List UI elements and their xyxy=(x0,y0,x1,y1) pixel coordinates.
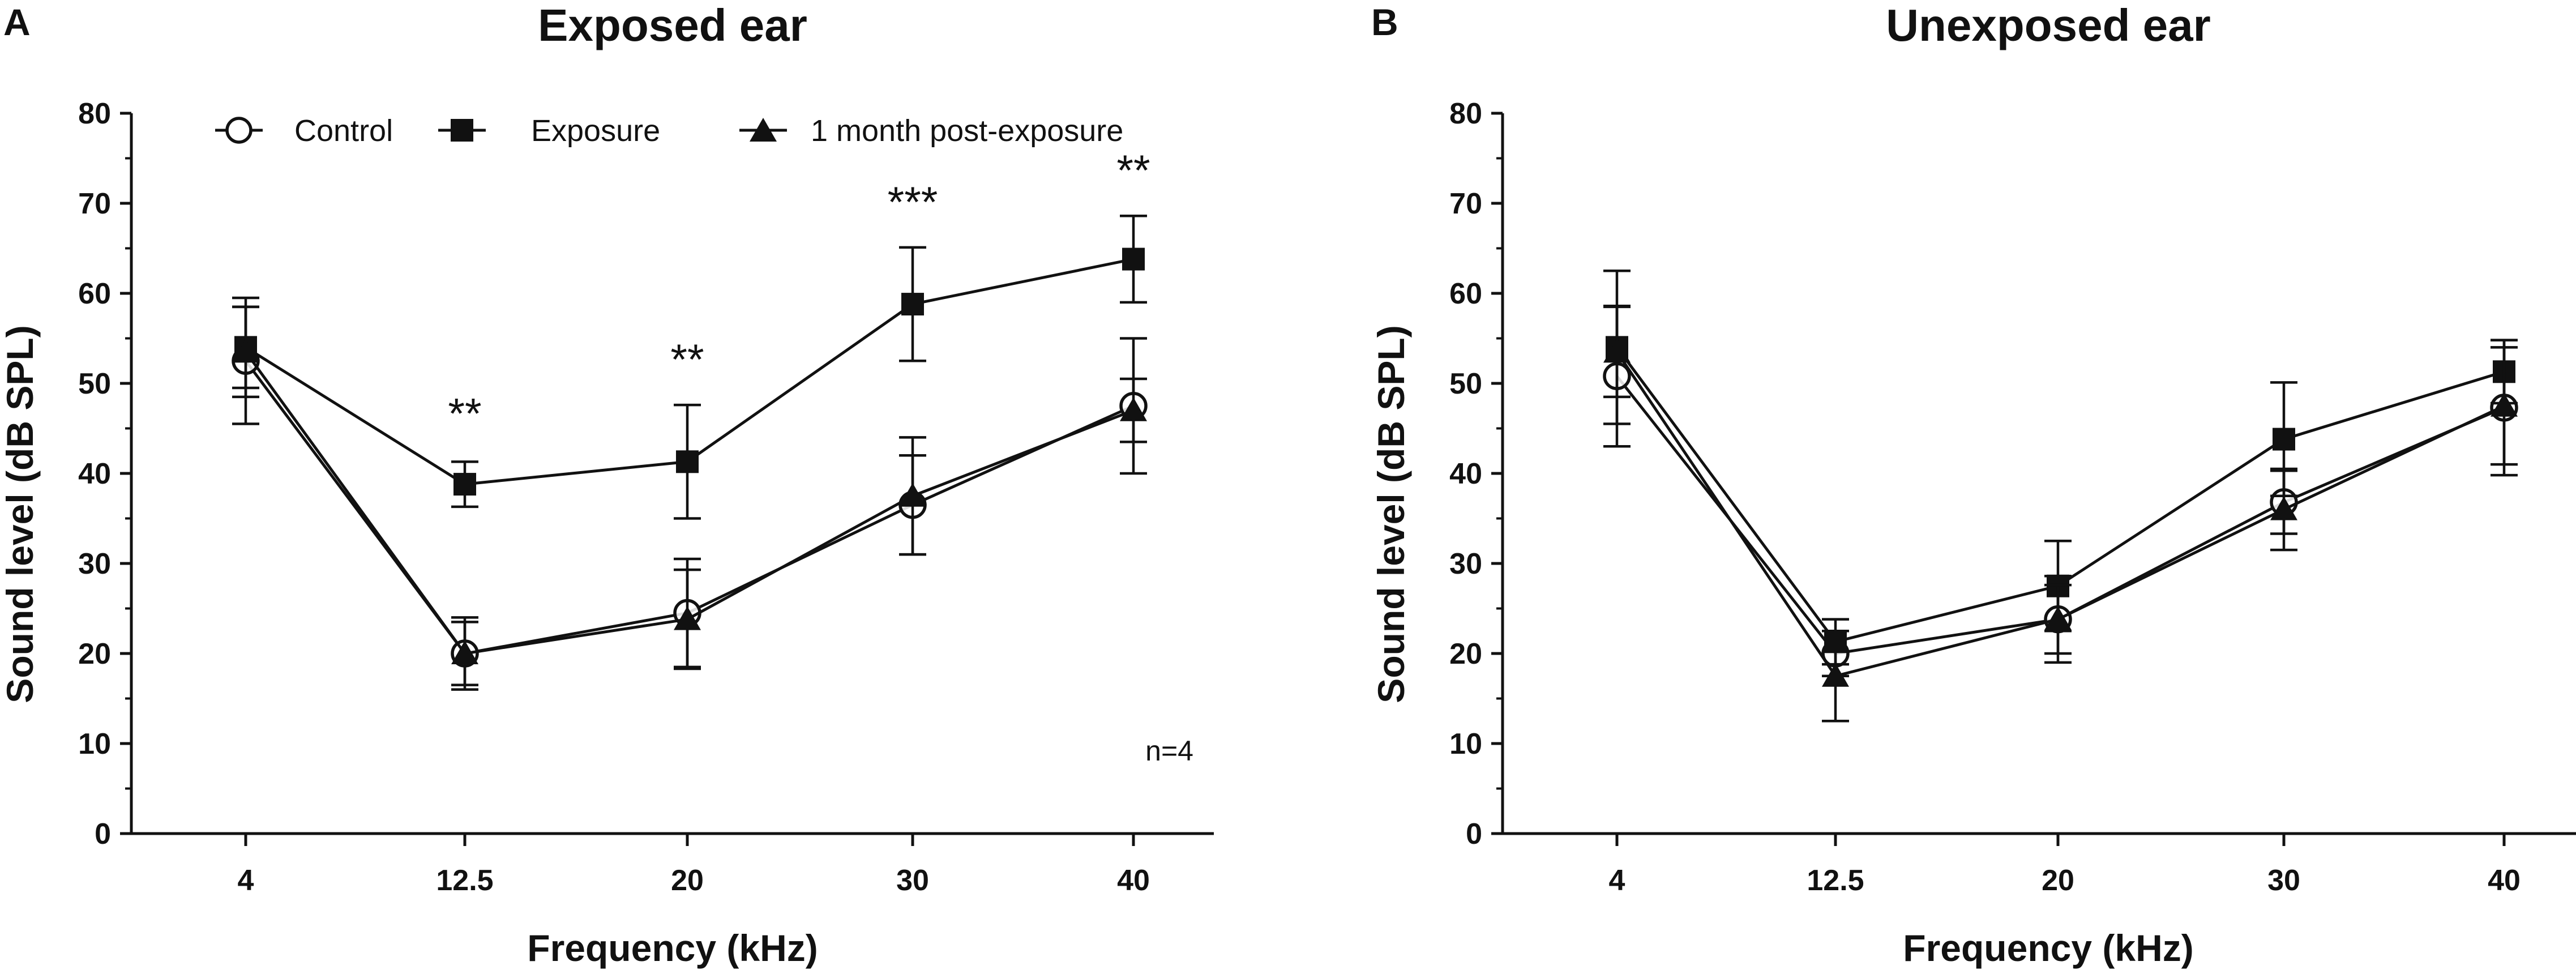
chart-title: Exposed ear xyxy=(538,0,807,50)
data-point-triangle xyxy=(1603,339,1631,363)
data-point-triangle xyxy=(232,339,259,363)
legend-marker-square xyxy=(451,119,473,142)
y-tick-label: 60 xyxy=(1449,277,1482,310)
x-tick-label: 20 xyxy=(671,864,704,897)
x-axis-title: Frequency (kHz) xyxy=(1903,927,2193,969)
panel-a: A Exposed ear Frequency (kHz) Sound leve… xyxy=(0,0,1214,969)
legend-marker-circle xyxy=(225,117,253,144)
plot-area: 0 10 20 30 40 50 60 70 80 4 12.5 20 30 40 xyxy=(1449,97,2576,897)
legend-label-exposure: Exposure xyxy=(531,114,660,148)
significance-label: ** xyxy=(1116,147,1150,195)
y-tick-label: 20 xyxy=(1449,638,1482,670)
y-tick-label: 10 xyxy=(78,728,111,761)
y-tick-label: 10 xyxy=(1449,728,1482,761)
legend-item-control: Control xyxy=(215,114,393,148)
y-tick-label: 60 xyxy=(78,277,111,310)
x-tick-label: 4 xyxy=(238,864,254,897)
significance-label: ** xyxy=(448,390,481,438)
data-point-triangle xyxy=(2270,496,2297,520)
x-axis-title: Frequency (kHz) xyxy=(527,927,818,969)
y-axis-title: Sound level (dB SPL) xyxy=(1370,325,1412,703)
series-filled-triangle xyxy=(232,305,1147,686)
x-tick-label: 30 xyxy=(896,864,929,897)
series-filled-triangle xyxy=(1603,305,2518,723)
data-point-triangle xyxy=(2491,392,2518,417)
legend-item-post-exposure: 1 month post-exposure xyxy=(739,114,1123,148)
data-point-triangle xyxy=(1822,663,1849,687)
y-tick-label: 70 xyxy=(1449,187,1482,220)
x-tick-label: 12.5 xyxy=(1807,864,1864,897)
y-tick-label: 50 xyxy=(78,368,111,400)
y-tick-label: 80 xyxy=(1449,97,1482,130)
series-line xyxy=(1615,346,2505,643)
data-point-square xyxy=(2273,428,2295,451)
y-tick-label: 0 xyxy=(1466,818,1482,851)
significance-label: *** xyxy=(888,178,938,227)
panel-letter: A xyxy=(3,1,31,43)
x-tick-label: 40 xyxy=(1117,864,1150,897)
y-tick-label: 30 xyxy=(78,548,111,580)
x-tick-label: 20 xyxy=(2042,864,2074,897)
x-tick-label: 12.5 xyxy=(436,864,493,897)
legend-label-control: Control xyxy=(294,114,393,148)
chart-title: Unexposed ear xyxy=(1886,0,2211,50)
y-tick-label: 20 xyxy=(78,638,111,670)
series-filled-square xyxy=(1603,270,2518,666)
y-tick-label: 30 xyxy=(1449,548,1482,580)
y-tick-label: 80 xyxy=(78,97,111,130)
legend-marker-triangle xyxy=(750,118,777,142)
x-tick-label: 30 xyxy=(2267,864,2300,897)
significance-label: ** xyxy=(670,336,704,384)
panel-letter: B xyxy=(1371,1,1398,43)
data-point-triangle xyxy=(451,640,478,664)
sample-size-label: n=4 xyxy=(1145,735,1193,767)
legend-item-exposure: Exposure xyxy=(438,114,660,148)
data-point-triangle xyxy=(674,606,701,630)
y-axis-title: Sound level (dB SPL) xyxy=(0,325,41,703)
data-point-square xyxy=(453,473,476,496)
legend: Control Exposure 1 month post-exposure xyxy=(215,114,1123,148)
data-point-square xyxy=(1122,247,1145,271)
x-tick-label: 40 xyxy=(2488,864,2521,897)
y-tick-label: 40 xyxy=(1449,458,1482,490)
y-tick-label: 70 xyxy=(78,187,111,220)
data-point-triangle xyxy=(1120,397,1147,421)
data-point-square xyxy=(676,450,699,473)
legend-label-post-exposure: 1 month post-exposure xyxy=(811,114,1123,148)
y-tick-label: 40 xyxy=(78,458,111,490)
data-point-square xyxy=(901,293,924,316)
x-tick-label: 4 xyxy=(1609,864,1625,897)
panel-b: B Unexposed ear Frequency (kHz) Sound le… xyxy=(1370,0,2576,969)
data-point-triangle xyxy=(899,482,926,507)
y-tick-label: 50 xyxy=(1449,368,1482,400)
data-point-triangle xyxy=(2044,606,2072,630)
y-tick-label: 0 xyxy=(95,818,111,851)
